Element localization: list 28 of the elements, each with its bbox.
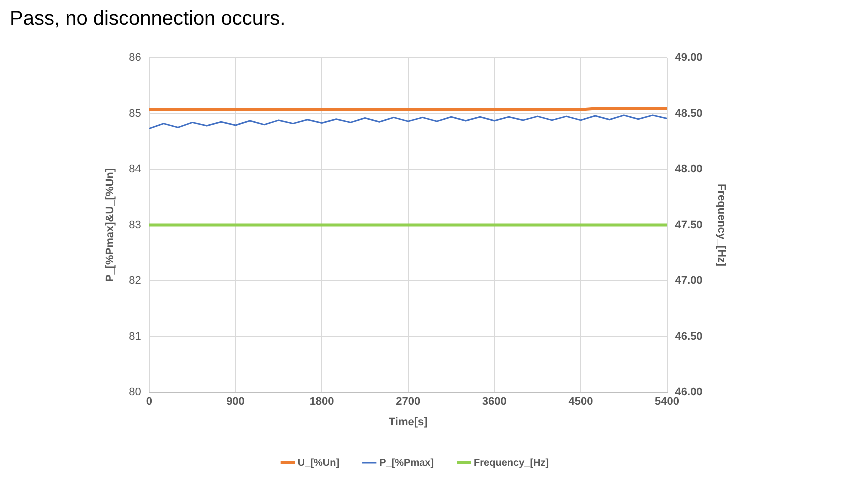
x-tick-label: 3600 bbox=[482, 396, 507, 408]
y2-tick-label: 48.50 bbox=[675, 108, 703, 120]
legend-label: U_[%Un] bbox=[298, 458, 340, 469]
x-tick-label: 4500 bbox=[568, 396, 594, 408]
x-tick-label: 900 bbox=[226, 396, 245, 408]
y-tick-label: 82 bbox=[129, 275, 142, 288]
x-axis-title: Time[s] bbox=[388, 416, 428, 428]
y2-axis-title: Frequency_[Hz] bbox=[715, 184, 728, 267]
y2-tick-label: 46.00 bbox=[675, 386, 703, 399]
y-tick-label: 86 bbox=[129, 52, 142, 64]
y2-tick-label: 47.50 bbox=[675, 219, 703, 232]
y-tick-label: 81 bbox=[129, 330, 142, 343]
y2-tick-label: 47.00 bbox=[675, 275, 703, 288]
x-tick-label: 0 bbox=[146, 396, 152, 408]
x-tick-label: 5400 bbox=[655, 396, 680, 408]
y2-tick-label: 48.00 bbox=[675, 164, 703, 176]
x-tick-label: 2700 bbox=[396, 396, 421, 408]
y-tick-label: 85 bbox=[129, 108, 142, 120]
x-tick-label: 1800 bbox=[310, 396, 334, 408]
y2-tick-label: 49.00 bbox=[675, 52, 703, 64]
y2-tick-label: 46.50 bbox=[675, 330, 703, 343]
legend-label: Frequency_[Hz] bbox=[474, 458, 550, 469]
y-tick-label: 80 bbox=[129, 386, 142, 399]
y-tick-label: 83 bbox=[129, 219, 142, 232]
legend-label: P_[%Pmax] bbox=[380, 458, 434, 469]
y-tick-label: 84 bbox=[129, 164, 142, 176]
y-axis-title: P_[%Pmax]&U_[%Un] bbox=[104, 168, 117, 282]
chart-title: Pass, no disconnection occurs. bbox=[10, 8, 286, 31]
